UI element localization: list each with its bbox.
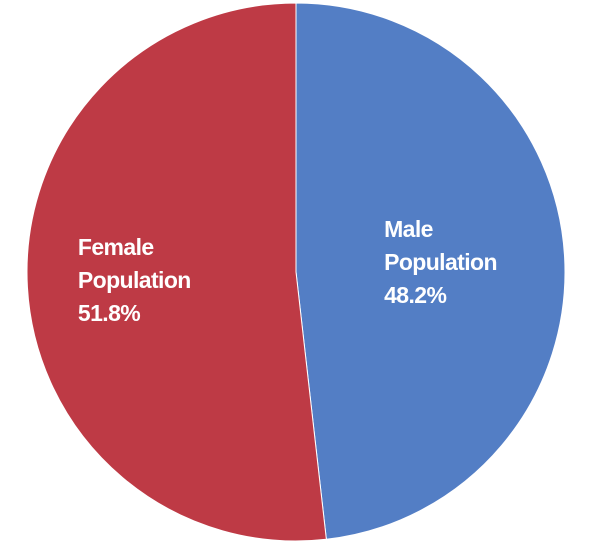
pie-slice — [26, 2, 327, 542]
category-label: Male Population — [384, 216, 497, 276]
category-label: Female Population — [77, 233, 191, 293]
value-label: 48.2% — [384, 282, 447, 309]
slice-label: Male Population 48.2% — [384, 213, 534, 312]
pie-slice — [295, 2, 566, 540]
value-label: 51.8% — [77, 299, 141, 326]
slice-label: Female Population 51.8% — [78, 231, 228, 330]
